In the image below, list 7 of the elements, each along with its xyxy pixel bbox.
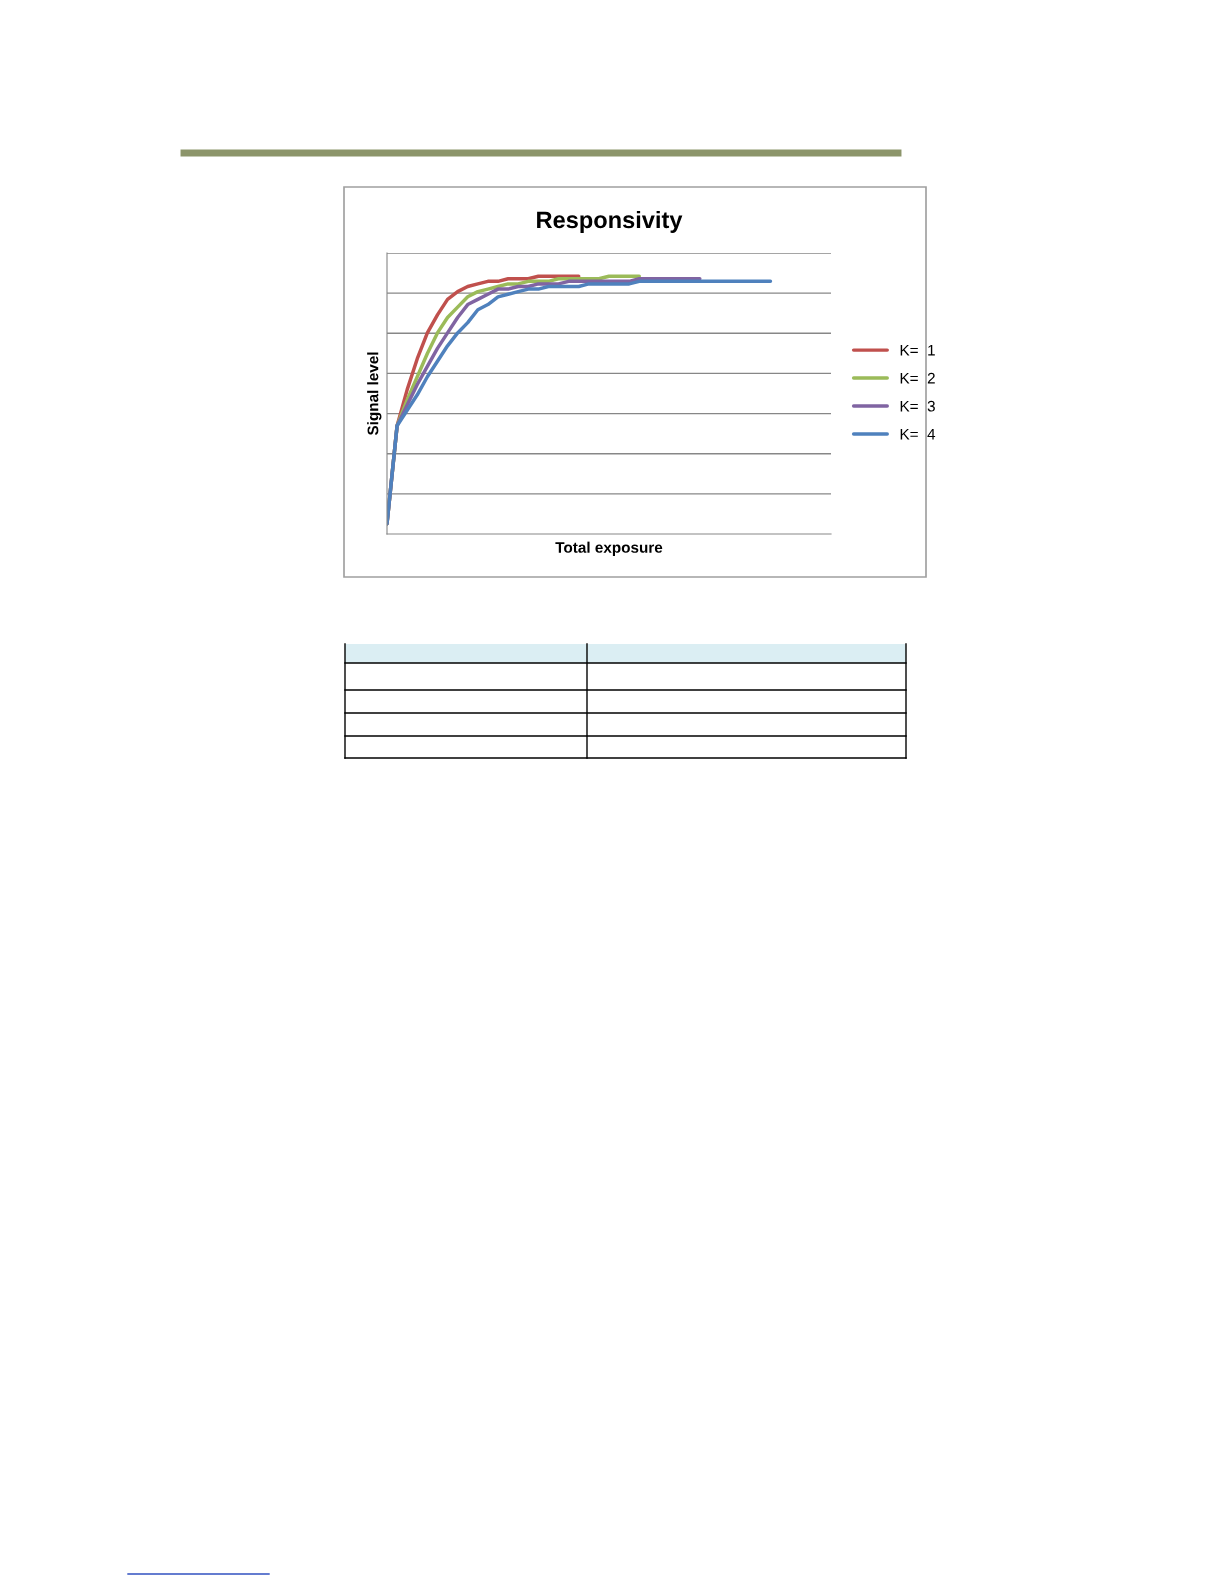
- legend-label: K= 4: [900, 428, 936, 440]
- legend-label: K= 3: [900, 400, 935, 412]
- chart-title: Responsivity: [537, 210, 683, 233]
- x-axis-title: Total exposure: [555, 541, 663, 556]
- y-axis-title: Signal level: [367, 352, 382, 436]
- legend-label: K= 1: [900, 344, 935, 356]
- legend-label: K= 2: [900, 372, 935, 384]
